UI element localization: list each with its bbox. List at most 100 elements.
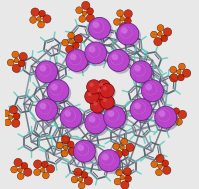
- Circle shape: [89, 46, 96, 53]
- Circle shape: [13, 113, 20, 119]
- Circle shape: [91, 20, 113, 42]
- Circle shape: [86, 91, 100, 105]
- Circle shape: [14, 158, 22, 167]
- Circle shape: [39, 10, 45, 17]
- Circle shape: [99, 83, 103, 87]
- Circle shape: [144, 82, 166, 104]
- Circle shape: [78, 144, 84, 151]
- Circle shape: [64, 110, 71, 117]
- Circle shape: [166, 117, 173, 124]
- Circle shape: [151, 31, 157, 38]
- Circle shape: [132, 63, 154, 85]
- Circle shape: [89, 17, 110, 39]
- Circle shape: [120, 175, 124, 180]
- Circle shape: [158, 164, 162, 169]
- Circle shape: [87, 44, 109, 66]
- Circle shape: [41, 161, 48, 168]
- Circle shape: [102, 154, 109, 160]
- Circle shape: [12, 64, 20, 73]
- Circle shape: [158, 32, 162, 36]
- Circle shape: [43, 15, 51, 23]
- Circle shape: [40, 103, 46, 109]
- Circle shape: [82, 11, 87, 15]
- Circle shape: [47, 80, 69, 102]
- Circle shape: [125, 175, 132, 182]
- Circle shape: [119, 25, 141, 47]
- Circle shape: [69, 39, 73, 44]
- Circle shape: [108, 110, 114, 117]
- Circle shape: [101, 96, 116, 111]
- Circle shape: [89, 116, 96, 123]
- Circle shape: [18, 60, 25, 67]
- Circle shape: [4, 119, 11, 126]
- Circle shape: [98, 81, 112, 95]
- Circle shape: [179, 63, 185, 70]
- Circle shape: [159, 110, 165, 117]
- Circle shape: [7, 59, 14, 66]
- Circle shape: [66, 50, 88, 71]
- Circle shape: [36, 61, 58, 83]
- Circle shape: [51, 84, 58, 91]
- Circle shape: [74, 35, 83, 43]
- Circle shape: [67, 141, 74, 148]
- Circle shape: [163, 166, 171, 174]
- Circle shape: [134, 103, 141, 109]
- Circle shape: [18, 168, 22, 172]
- Circle shape: [31, 8, 39, 16]
- Circle shape: [156, 169, 162, 176]
- Circle shape: [68, 147, 76, 156]
- Circle shape: [97, 88, 101, 92]
- Circle shape: [87, 80, 101, 94]
- Circle shape: [173, 108, 179, 115]
- Circle shape: [114, 150, 122, 158]
- Circle shape: [30, 17, 36, 23]
- Circle shape: [161, 35, 168, 42]
- Circle shape: [165, 108, 173, 116]
- Circle shape: [23, 168, 32, 176]
- Circle shape: [78, 182, 85, 189]
- Circle shape: [90, 99, 105, 113]
- Circle shape: [85, 112, 107, 134]
- Circle shape: [173, 115, 177, 119]
- Circle shape: [60, 106, 82, 128]
- Circle shape: [177, 70, 181, 74]
- Circle shape: [61, 150, 68, 157]
- Circle shape: [119, 22, 128, 31]
- Circle shape: [106, 108, 128, 130]
- Circle shape: [123, 167, 131, 176]
- Circle shape: [81, 171, 88, 178]
- Circle shape: [70, 54, 77, 60]
- Circle shape: [74, 168, 82, 176]
- Circle shape: [126, 143, 134, 152]
- Circle shape: [38, 21, 45, 28]
- Circle shape: [34, 160, 42, 168]
- Circle shape: [121, 181, 129, 189]
- Circle shape: [68, 52, 90, 74]
- Circle shape: [100, 95, 114, 109]
- Circle shape: [134, 65, 141, 72]
- Circle shape: [103, 86, 107, 90]
- Circle shape: [103, 98, 107, 102]
- Circle shape: [151, 161, 158, 168]
- Circle shape: [79, 15, 86, 22]
- Circle shape: [8, 115, 13, 119]
- Circle shape: [170, 66, 177, 73]
- Circle shape: [94, 85, 109, 100]
- Circle shape: [93, 101, 97, 105]
- Circle shape: [12, 51, 19, 58]
- Circle shape: [98, 150, 120, 172]
- Circle shape: [21, 162, 28, 169]
- Circle shape: [112, 54, 118, 60]
- Circle shape: [130, 61, 152, 83]
- Circle shape: [170, 74, 178, 82]
- Circle shape: [116, 169, 123, 176]
- Circle shape: [163, 28, 172, 36]
- Circle shape: [84, 177, 93, 185]
- Circle shape: [96, 87, 110, 101]
- Circle shape: [72, 42, 79, 49]
- Circle shape: [120, 145, 124, 150]
- Circle shape: [14, 58, 19, 63]
- Circle shape: [71, 176, 78, 183]
- Circle shape: [92, 100, 106, 114]
- Circle shape: [110, 52, 132, 74]
